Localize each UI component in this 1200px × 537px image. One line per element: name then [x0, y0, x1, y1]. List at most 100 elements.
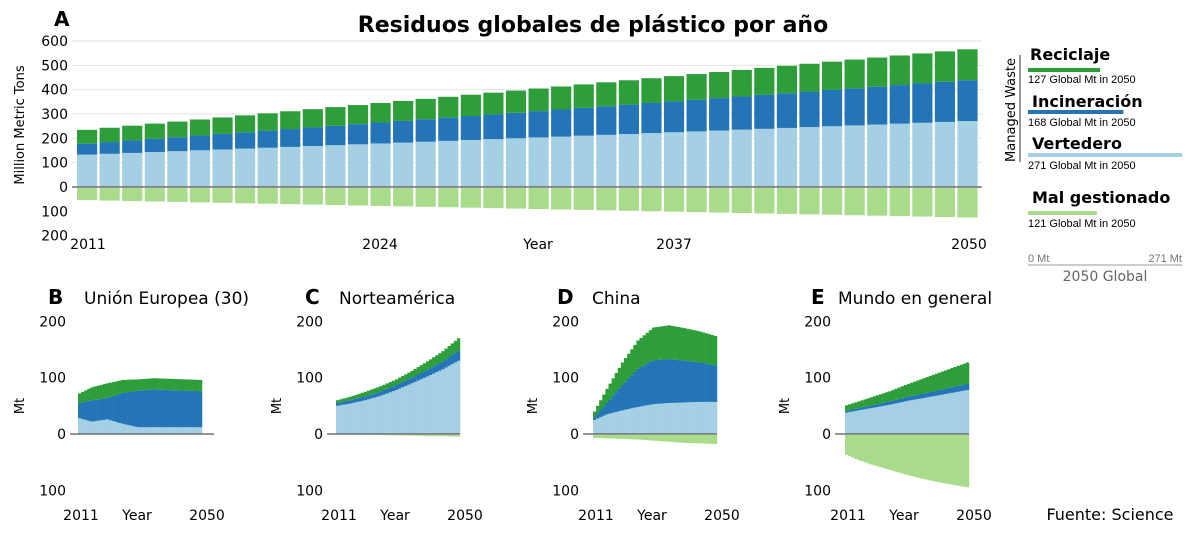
panel-rest-of-world-recycling-2033: [913, 381, 917, 396]
main-bar-recycling-2014: [144, 123, 165, 139]
panel-china-recycling-2015: [605, 388, 609, 404]
legend-scale-max: 271 Mt: [1148, 253, 1182, 265]
panel-rest-of-world-landfill-2020: [872, 407, 877, 434]
panel-china-incineration-2035: [667, 359, 671, 404]
panel-eu-incineration-2044: [180, 390, 184, 428]
panel-rest-of-world-recycling-2045: [950, 368, 954, 388]
panel-north-america-mismanaged-2040: [425, 435, 430, 437]
panel-north-america-incineration-2022: [370, 394, 374, 399]
panel-china-recycling-2045: [698, 331, 702, 363]
panel-rest-of-world-landfill-2041: [938, 395, 942, 434]
panel-north-america-recycling-2049: [453, 340, 458, 353]
panel-china-incineration-2025: [636, 368, 640, 407]
panel-rest-of-world-landfill-2023: [882, 405, 886, 434]
panel-china-incineration-2024: [633, 371, 637, 408]
panel-north-america-recycling-2018: [357, 393, 362, 398]
panel-china-recycling-2040: [682, 328, 687, 361]
panel-north-america-recycling-2035: [410, 370, 414, 378]
panel-rest-of-world-mismanaged-2025: [888, 435, 892, 470]
panel-north-america-recycling-2028: [388, 382, 393, 388]
panel-north-america-incineration-2013: [342, 401, 346, 405]
panel-rest-of-world-mismanaged-2046: [953, 435, 957, 486]
panel-rest-of-world-landfill-2033: [913, 399, 917, 434]
panel-rest-of-world-recycling-2016: [860, 400, 864, 408]
panel-rest-of-world-mismanaged-2047: [956, 435, 960, 486]
panel-north-america-mismanaged-2041: [429, 435, 433, 437]
panel-north-america-y-tick: 0: [314, 427, 323, 443]
panel-north-america-landfill-2041: [429, 375, 433, 434]
panel-eu-incineration-2042: [174, 390, 178, 428]
panel-eu-landfill-2041: [171, 427, 175, 434]
panel-eu-incineration-2012: [81, 402, 85, 420]
panel-china-recycling-2021: [624, 358, 628, 382]
main-bar-mismanaged-2022: [325, 188, 346, 206]
panel-china-incineration-2037: [673, 359, 677, 403]
main-bar-landfill-2020: [280, 146, 301, 187]
panel-china-incineration-2045: [698, 362, 702, 402]
panel-north-america-recycling-2042: [432, 357, 436, 367]
panel-china-recycling-2029: [648, 330, 653, 362]
main-bar-landfill-2039: [709, 130, 730, 187]
panel-north-america-incineration-2037: [416, 374, 420, 381]
panel-rest-of-world-landfill-2031: [907, 400, 911, 434]
panel-eu-x-tick-start: 2011: [63, 508, 99, 524]
main-bar-landfill-2017: [212, 149, 233, 187]
panel-eu-recycling-2023: [115, 381, 119, 395]
panel-china-mismanaged-2015: [605, 435, 609, 439]
panel-north-america-landfill-2022: [370, 398, 374, 434]
panel-rest-of-world-recycling-2017: [863, 399, 867, 407]
panel-north-america-landfill-2040: [425, 376, 430, 434]
panel-rest-of-world-mismanaged-2040: [934, 435, 939, 482]
main-bar-incineration-2034: [596, 106, 617, 135]
panel-north-america-landfill-2032: [401, 387, 405, 434]
panel-china-recycling-2035: [667, 325, 671, 360]
panel-rest-of-world-recycling-2021: [876, 395, 880, 405]
panel-letter-e: E: [811, 285, 825, 309]
main-bar-landfill-2038: [686, 131, 707, 187]
panel-rest-of-world-y-label: Mt: [778, 398, 793, 414]
panel-rest-of-world-recycling-2041: [938, 372, 942, 390]
panel-eu-recycling-2016: [93, 386, 97, 400]
main-bar-landfill-2024: [370, 143, 391, 187]
panel-north-america-mismanaged-2033: [404, 435, 408, 436]
panel-rest-of-world-incineration-2047: [956, 385, 960, 392]
panel-north-america-incineration-2020: [363, 396, 368, 401]
panel-eu-recycling-2035: [152, 378, 156, 390]
panel-north-america-recycling-2015: [348, 396, 352, 401]
main-x-tick-2011: 2011: [70, 237, 106, 253]
main-bar-recycling-2011: [77, 129, 98, 144]
panel-china-recycling-2024: [633, 344, 637, 372]
legend-incineration-name: Incineración: [1032, 92, 1143, 111]
panel-eu-recycling-2041: [171, 378, 175, 391]
main-y-tick: 500: [41, 58, 68, 74]
panel-north-america-recycling-2024: [376, 387, 380, 393]
main-bar-recycling-2020: [280, 111, 301, 130]
panel-north-america-recycling-2016: [351, 395, 355, 400]
main-bar-incineration-2045: [844, 88, 865, 126]
panel-north-america-landfill-2014: [345, 404, 349, 434]
panel-china-incineration-2042: [689, 361, 693, 403]
main-bar-incineration-2035: [618, 104, 639, 134]
panel-eu-incineration-2011: [78, 403, 82, 419]
main-bar-mismanaged-2012: [99, 188, 120, 201]
main-x-tick-2037: 2037: [656, 237, 692, 253]
panel-china-mismanaged-2050: [713, 435, 718, 445]
panel-rest-of-world-landfill-2030: [903, 401, 908, 434]
panel-eu-recycling-2039: [164, 378, 169, 390]
main-bar-landfill-2014: [144, 152, 165, 187]
panel-rest-of-world-mismanaged-2027: [894, 435, 898, 472]
panel-eu-landfill-2048: [192, 427, 197, 434]
panel-eu-landfill-2044: [180, 427, 184, 434]
panel-rest-of-world-incineration-2013: [851, 409, 855, 412]
main-bar-incineration-2043: [799, 91, 820, 128]
panel-rest-of-world-landfill-2025: [888, 404, 892, 434]
panel-eu-landfill-2019: [102, 419, 107, 434]
panel-eu-x-tick-end: 2050: [189, 508, 225, 524]
panel-rest-of-world-recycling-2050: [965, 362, 970, 384]
main-bar-incineration-2032: [551, 109, 572, 137]
panel-china-landfill-2037: [673, 402, 677, 434]
panel-china-incineration-2047: [704, 363, 708, 402]
panel-north-america-incineration-2039: [422, 371, 427, 378]
main-bar-incineration-2021: [302, 127, 323, 147]
main-bar-recycling-2042: [776, 65, 797, 94]
